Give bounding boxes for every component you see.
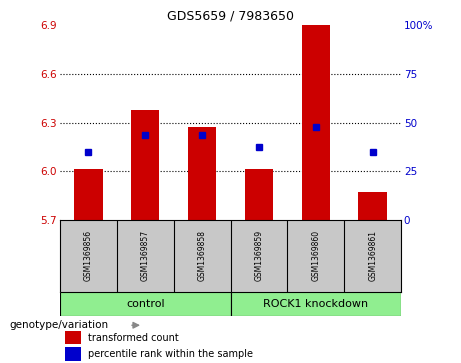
Bar — [245, 170, 273, 220]
Bar — [230, 292, 401, 316]
Bar — [188, 127, 216, 220]
Text: GSM1369859: GSM1369859 — [254, 231, 263, 281]
Bar — [65, 331, 81, 344]
Title: GDS5659 / 7983650: GDS5659 / 7983650 — [167, 10, 294, 23]
Bar — [131, 110, 160, 220]
Text: GSM1369860: GSM1369860 — [311, 231, 320, 281]
Text: control: control — [126, 299, 165, 309]
Bar — [74, 170, 102, 220]
Bar — [60, 292, 230, 316]
Text: transformed count: transformed count — [88, 333, 178, 343]
Text: GSM1369858: GSM1369858 — [198, 231, 207, 281]
Bar — [301, 25, 330, 220]
Text: GSM1369857: GSM1369857 — [141, 231, 150, 281]
Text: ROCK1 knockdown: ROCK1 knockdown — [263, 299, 368, 309]
Text: GSM1369856: GSM1369856 — [84, 231, 93, 281]
Text: GSM1369861: GSM1369861 — [368, 231, 377, 281]
Text: genotype/variation: genotype/variation — [9, 320, 108, 330]
Bar — [358, 192, 387, 220]
Bar — [65, 347, 81, 361]
Text: percentile rank within the sample: percentile rank within the sample — [88, 349, 253, 359]
